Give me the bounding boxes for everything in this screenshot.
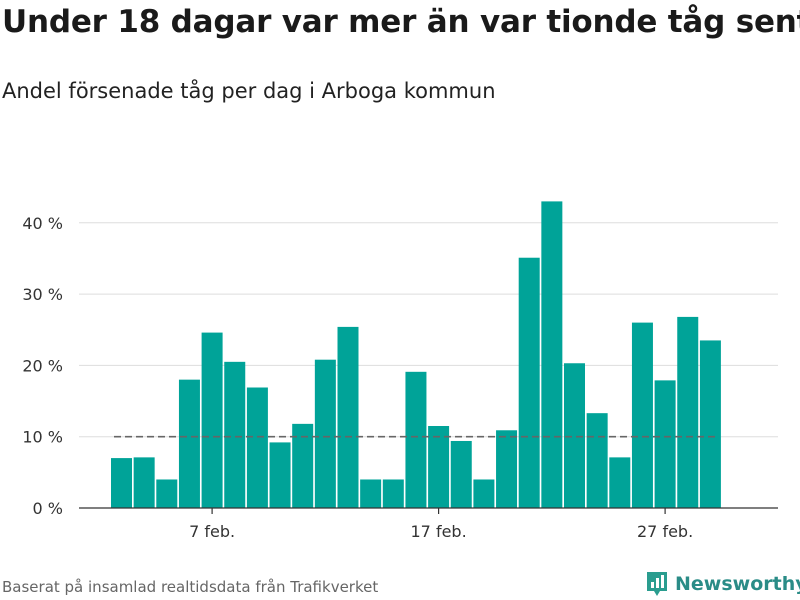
bar xyxy=(541,201,563,508)
chart-title: Under 18 dagar var mer än var tionde tåg… xyxy=(2,4,800,40)
bar xyxy=(586,413,608,508)
x-tick-label: 17 feb. xyxy=(411,522,467,541)
bar xyxy=(450,440,472,508)
bar xyxy=(337,326,359,508)
brand-logo[interactable]: Newsworthy xyxy=(645,569,800,599)
bar xyxy=(382,479,404,508)
bar-series xyxy=(111,201,721,508)
bar xyxy=(224,361,246,508)
y-tick-label: 40 % xyxy=(22,214,63,233)
x-tick-label: 27 feb. xyxy=(637,522,693,541)
axes: 7 feb. 17 feb. 27 feb. xyxy=(79,507,778,541)
bar xyxy=(631,322,653,508)
y-tick-label: 30 % xyxy=(22,285,63,304)
bar xyxy=(518,257,540,508)
bar xyxy=(111,458,132,508)
bar xyxy=(201,332,223,508)
bar xyxy=(564,363,585,508)
bar xyxy=(360,479,382,508)
bar xyxy=(609,457,631,508)
bar xyxy=(178,379,200,508)
bar xyxy=(699,340,721,508)
bar xyxy=(314,359,336,508)
gridlines: 0 % 10 % 20 % 30 % 40 % xyxy=(22,214,778,518)
bar xyxy=(405,371,427,508)
source-note: Baserat på insamlad realtidsdata från Tr… xyxy=(2,578,379,596)
bar xyxy=(677,316,699,508)
brand-name: Newsworthy xyxy=(675,573,800,595)
bar xyxy=(654,380,676,508)
chart-subtitle: Andel försenade tåg per dag i Arboga kom… xyxy=(2,79,496,103)
y-tick-label: 20 % xyxy=(22,356,63,375)
bar xyxy=(133,457,155,508)
bar xyxy=(496,430,518,508)
bar xyxy=(428,426,450,508)
bar xyxy=(292,423,314,508)
bar xyxy=(246,387,268,508)
y-tick-label: 10 % xyxy=(22,428,63,447)
bar xyxy=(269,442,291,508)
newsworthy-logo-icon xyxy=(647,572,667,596)
bar xyxy=(156,479,178,508)
bar xyxy=(473,479,495,508)
y-tick-label: 0 % xyxy=(33,499,63,518)
bar-chart: 0 % 10 % 20 % 30 % 40 % 7 feb. 17 feb. 27 feb. xyxy=(22,201,778,541)
x-tick-label: 7 feb. xyxy=(189,522,235,541)
